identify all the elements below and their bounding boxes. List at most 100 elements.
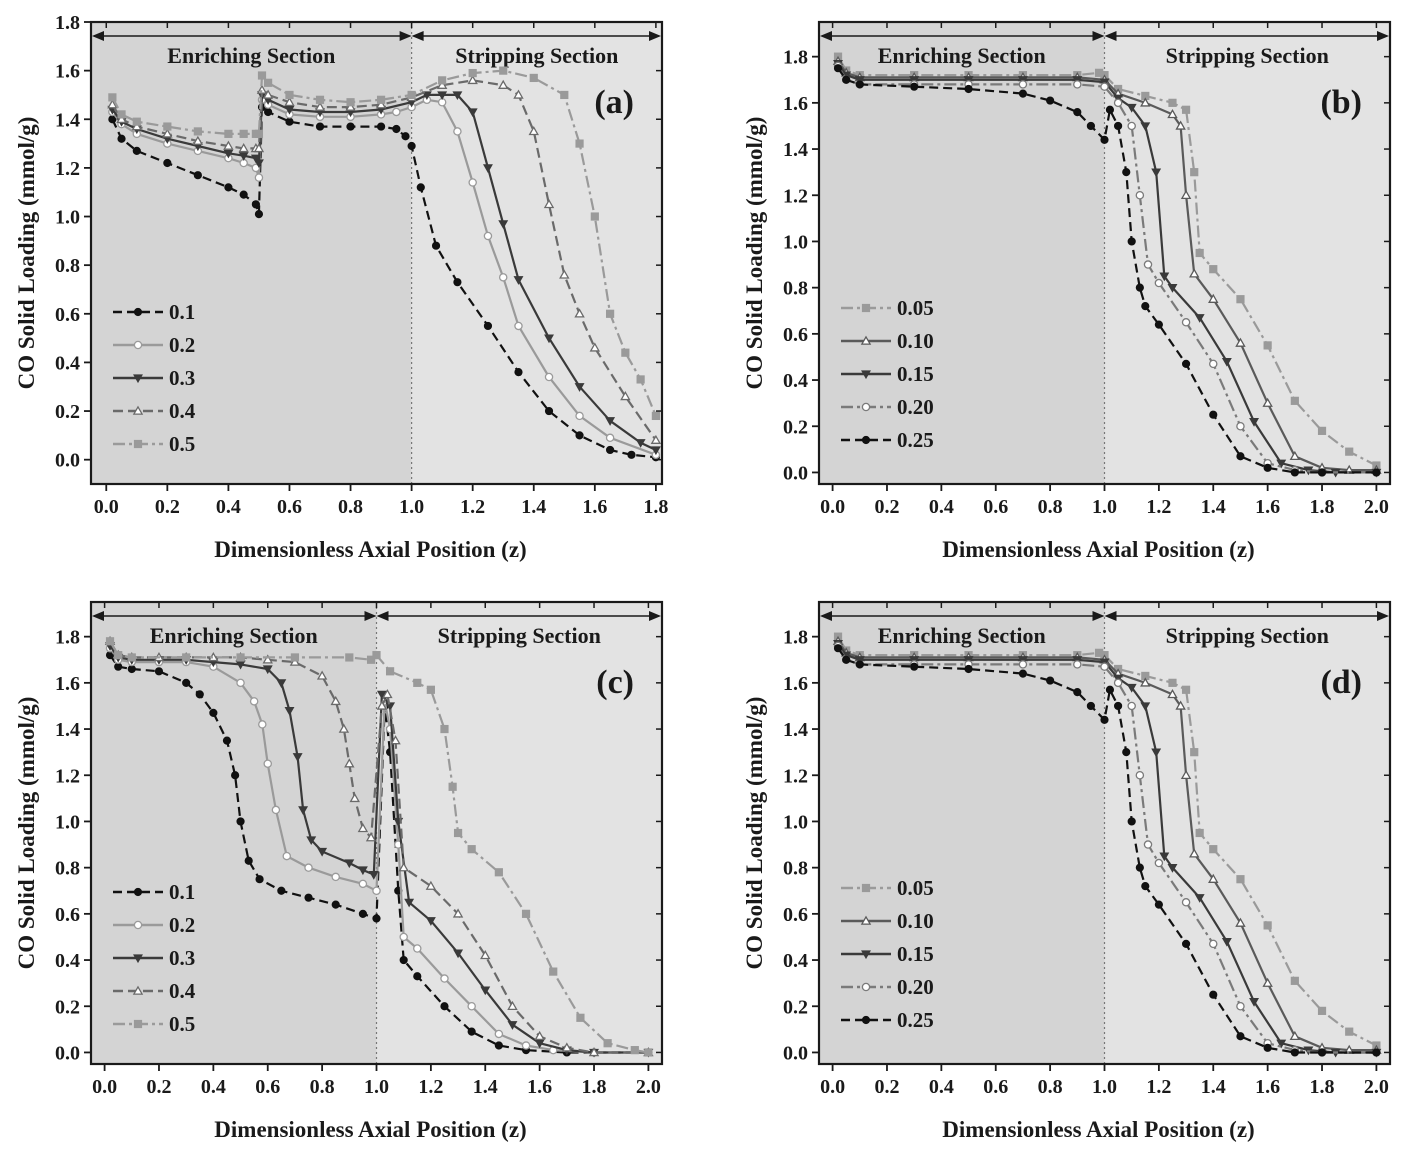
- data-point-0.2: [282, 851, 292, 861]
- x-tick-label: 1.2: [418, 1076, 443, 1098]
- data-point-0.1: [331, 900, 340, 909]
- data-point-0.15: [1194, 894, 1205, 903]
- x-tick-label: 0.2: [874, 496, 899, 518]
- data-point-0.15: [1276, 1039, 1287, 1049]
- series-line-0.1: [111, 105, 657, 459]
- x-tick-label: 1.8: [1310, 496, 1335, 518]
- data-point-0.1: [431, 241, 441, 250]
- data-point-0.4: [376, 700, 388, 710]
- data-point-0.2: [304, 863, 313, 872]
- legend-item-0.20: 0.20: [841, 975, 934, 999]
- legend: 0.05 0.10 0.15 0.20 0.25: [841, 296, 934, 452]
- series-line-0.25: [837, 67, 1377, 474]
- data-point-0.1: [244, 856, 253, 865]
- stripping-section-arrow: [1104, 611, 1389, 621]
- data-point-0.1: [407, 141, 416, 151]
- x-tick-label: 0.2: [155, 496, 180, 518]
- y-tick-label: 0.6: [55, 904, 80, 926]
- data-point-0.5: [590, 212, 599, 221]
- data-point-0.10: [1140, 97, 1151, 107]
- legend-label: 0.15: [897, 362, 934, 386]
- data-point-0.2: [263, 759, 272, 768]
- data-point-0.25: [1154, 320, 1163, 329]
- data-point-0.1: [416, 183, 425, 192]
- data-point-0.5: [651, 411, 660, 421]
- data-point-0.5: [426, 685, 435, 694]
- series-0.25: [833, 64, 1381, 477]
- x-tick-label: 2.0: [1364, 496, 1389, 518]
- y-axis-title: CO Solid Loading (mmol/g): [742, 117, 767, 390]
- data-point-0.5: [603, 1039, 612, 1048]
- data-point-0.2: [498, 273, 508, 282]
- data-point-0.2: [605, 433, 615, 443]
- data-point-0.25: [964, 664, 973, 674]
- x-tick-label: 0.0: [820, 496, 845, 518]
- data-point-0.1: [453, 278, 462, 287]
- data-point-0.20: [1209, 939, 1218, 949]
- data-point-0.4: [131, 121, 143, 131]
- series-line-0.5: [111, 69, 657, 417]
- y-tick-label: 0.8: [55, 255, 80, 277]
- data-point-0.10: [1262, 397, 1273, 407]
- data-point-0.1: [209, 708, 218, 717]
- y-tick-label: 0.8: [783, 858, 808, 880]
- data-point-0.10: [1189, 848, 1200, 858]
- data-point-0.1: [483, 321, 493, 331]
- data-point-0.1: [236, 817, 245, 826]
- data-point-0.3: [298, 806, 309, 816]
- stripping-section-arrow: [1104, 31, 1389, 41]
- x-tick-label: 1.6: [1255, 1076, 1280, 1098]
- series-line-0.25: [837, 647, 1377, 1054]
- data-point-0.5: [224, 129, 233, 138]
- y-tick-label: 0.2: [783, 416, 808, 438]
- data-point-0.25: [1086, 121, 1096, 131]
- data-point-0.05: [1317, 426, 1327, 435]
- data-point-0.25: [1113, 701, 1123, 711]
- y-tick-label: 0.6: [55, 304, 80, 326]
- stripping-section-label: Stripping Section: [455, 43, 618, 68]
- data-point-0.1: [132, 146, 141, 155]
- data-point-0.20: [1113, 98, 1123, 108]
- data-point-0.3: [425, 917, 436, 926]
- legend-item-0.05: 0.05: [841, 296, 934, 320]
- data-point-0.1: [494, 1041, 503, 1050]
- legend-marker: [133, 439, 143, 449]
- data-point-0.20: [1154, 858, 1164, 868]
- data-point-0.1: [114, 662, 123, 671]
- data-point-0.5: [521, 909, 531, 918]
- y-axis-title: CO Solid Loading (mmol/g): [14, 697, 39, 970]
- data-point-0.15: [1276, 459, 1287, 469]
- data-point-0.2: [258, 720, 267, 729]
- x-axis-title: Dimensionless Axial Position (z): [214, 1117, 526, 1142]
- data-point-0.3: [385, 702, 396, 712]
- data-point-0.5: [105, 637, 115, 646]
- data-point-0.1: [254, 209, 264, 219]
- data-point-0.1: [127, 664, 136, 674]
- data-point-0.20: [1127, 121, 1136, 131]
- data-point-0.10: [1289, 1030, 1301, 1041]
- data-point-0.15: [1151, 168, 1162, 178]
- stripping-section-label: Stripping Section: [438, 623, 601, 648]
- data-point-0.3: [507, 1021, 518, 1030]
- data-point-0.25: [1018, 669, 1028, 678]
- enriching-section-bg: [819, 22, 1105, 484]
- x-tick-label: 1.0: [364, 1076, 389, 1098]
- y-tick-label: 1.2: [783, 185, 808, 207]
- x-tick-label: 1.4: [473, 1076, 498, 1098]
- data-point-0.5: [193, 127, 202, 136]
- data-point-0.25: [1263, 463, 1272, 472]
- data-point-0.2: [236, 678, 245, 688]
- data-point-0.5: [440, 724, 449, 734]
- data-point-0.5: [257, 71, 267, 80]
- data-point-0.5: [315, 95, 325, 104]
- data-point-0.4: [253, 143, 265, 153]
- data-point-0.20: [1236, 1002, 1245, 1011]
- legend-item-0.20: 0.20: [841, 395, 934, 419]
- data-point-0.25: [1073, 687, 1082, 697]
- x-axis-title: Dimensionless Axial Position (z): [942, 1117, 1254, 1142]
- data-point-0.1: [514, 368, 523, 377]
- y-tick-label: 1.4: [783, 719, 808, 741]
- legend-item-0.3: 0.3: [113, 946, 195, 970]
- data-point-0.3: [513, 276, 524, 285]
- y-tick-label: 1.6: [55, 61, 80, 83]
